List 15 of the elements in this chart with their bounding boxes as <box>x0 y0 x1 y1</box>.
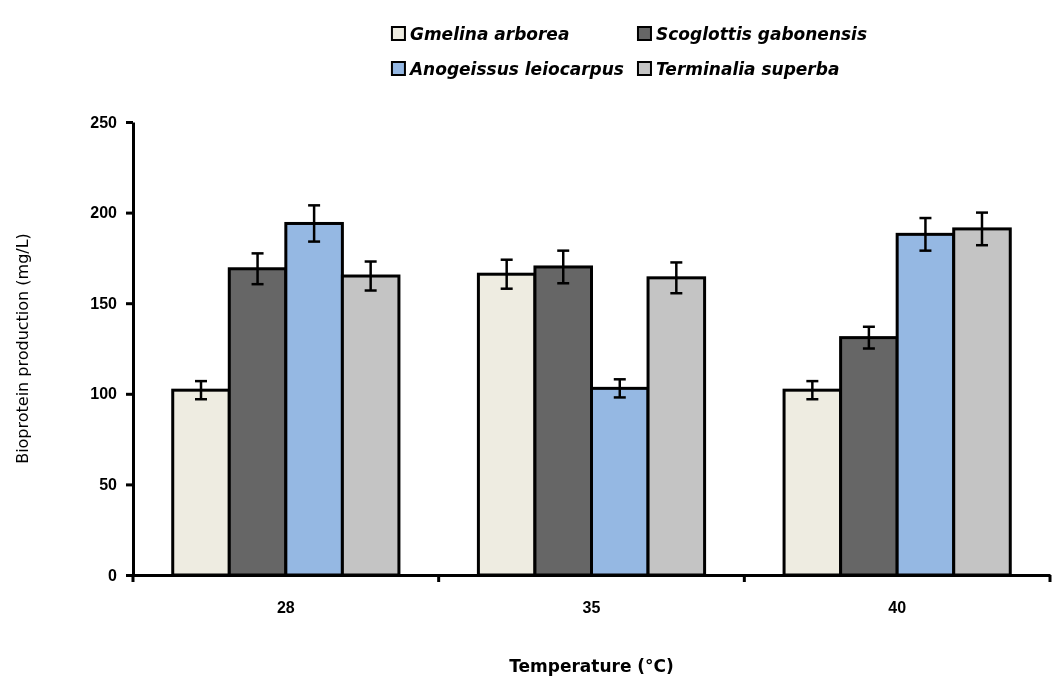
legend-label: Terminalia superba <box>655 59 840 79</box>
x-axis-title: Temperature (°C) <box>509 656 674 676</box>
x-tick-label: 40 <box>888 599 907 617</box>
y-tick-label: 0 <box>108 566 118 584</box>
x-tick-label: 28 <box>276 599 295 617</box>
legend-label: Anogeissus leiocarpus <box>407 59 624 79</box>
y-tick-label: 250 <box>90 113 118 131</box>
y-tick-label: 150 <box>90 294 118 312</box>
x-tick-label: 35 <box>582 599 601 617</box>
legend-label: Gmelina arborea <box>409 24 570 44</box>
y-axis-title: Bioprotein production (mg/L) <box>13 233 32 464</box>
y-tick-label: 200 <box>90 204 118 222</box>
y-tick-label: 50 <box>99 476 118 494</box>
legend-label: Scoglottis gabonensis <box>655 24 868 44</box>
y-tick-label: 100 <box>90 385 118 403</box>
